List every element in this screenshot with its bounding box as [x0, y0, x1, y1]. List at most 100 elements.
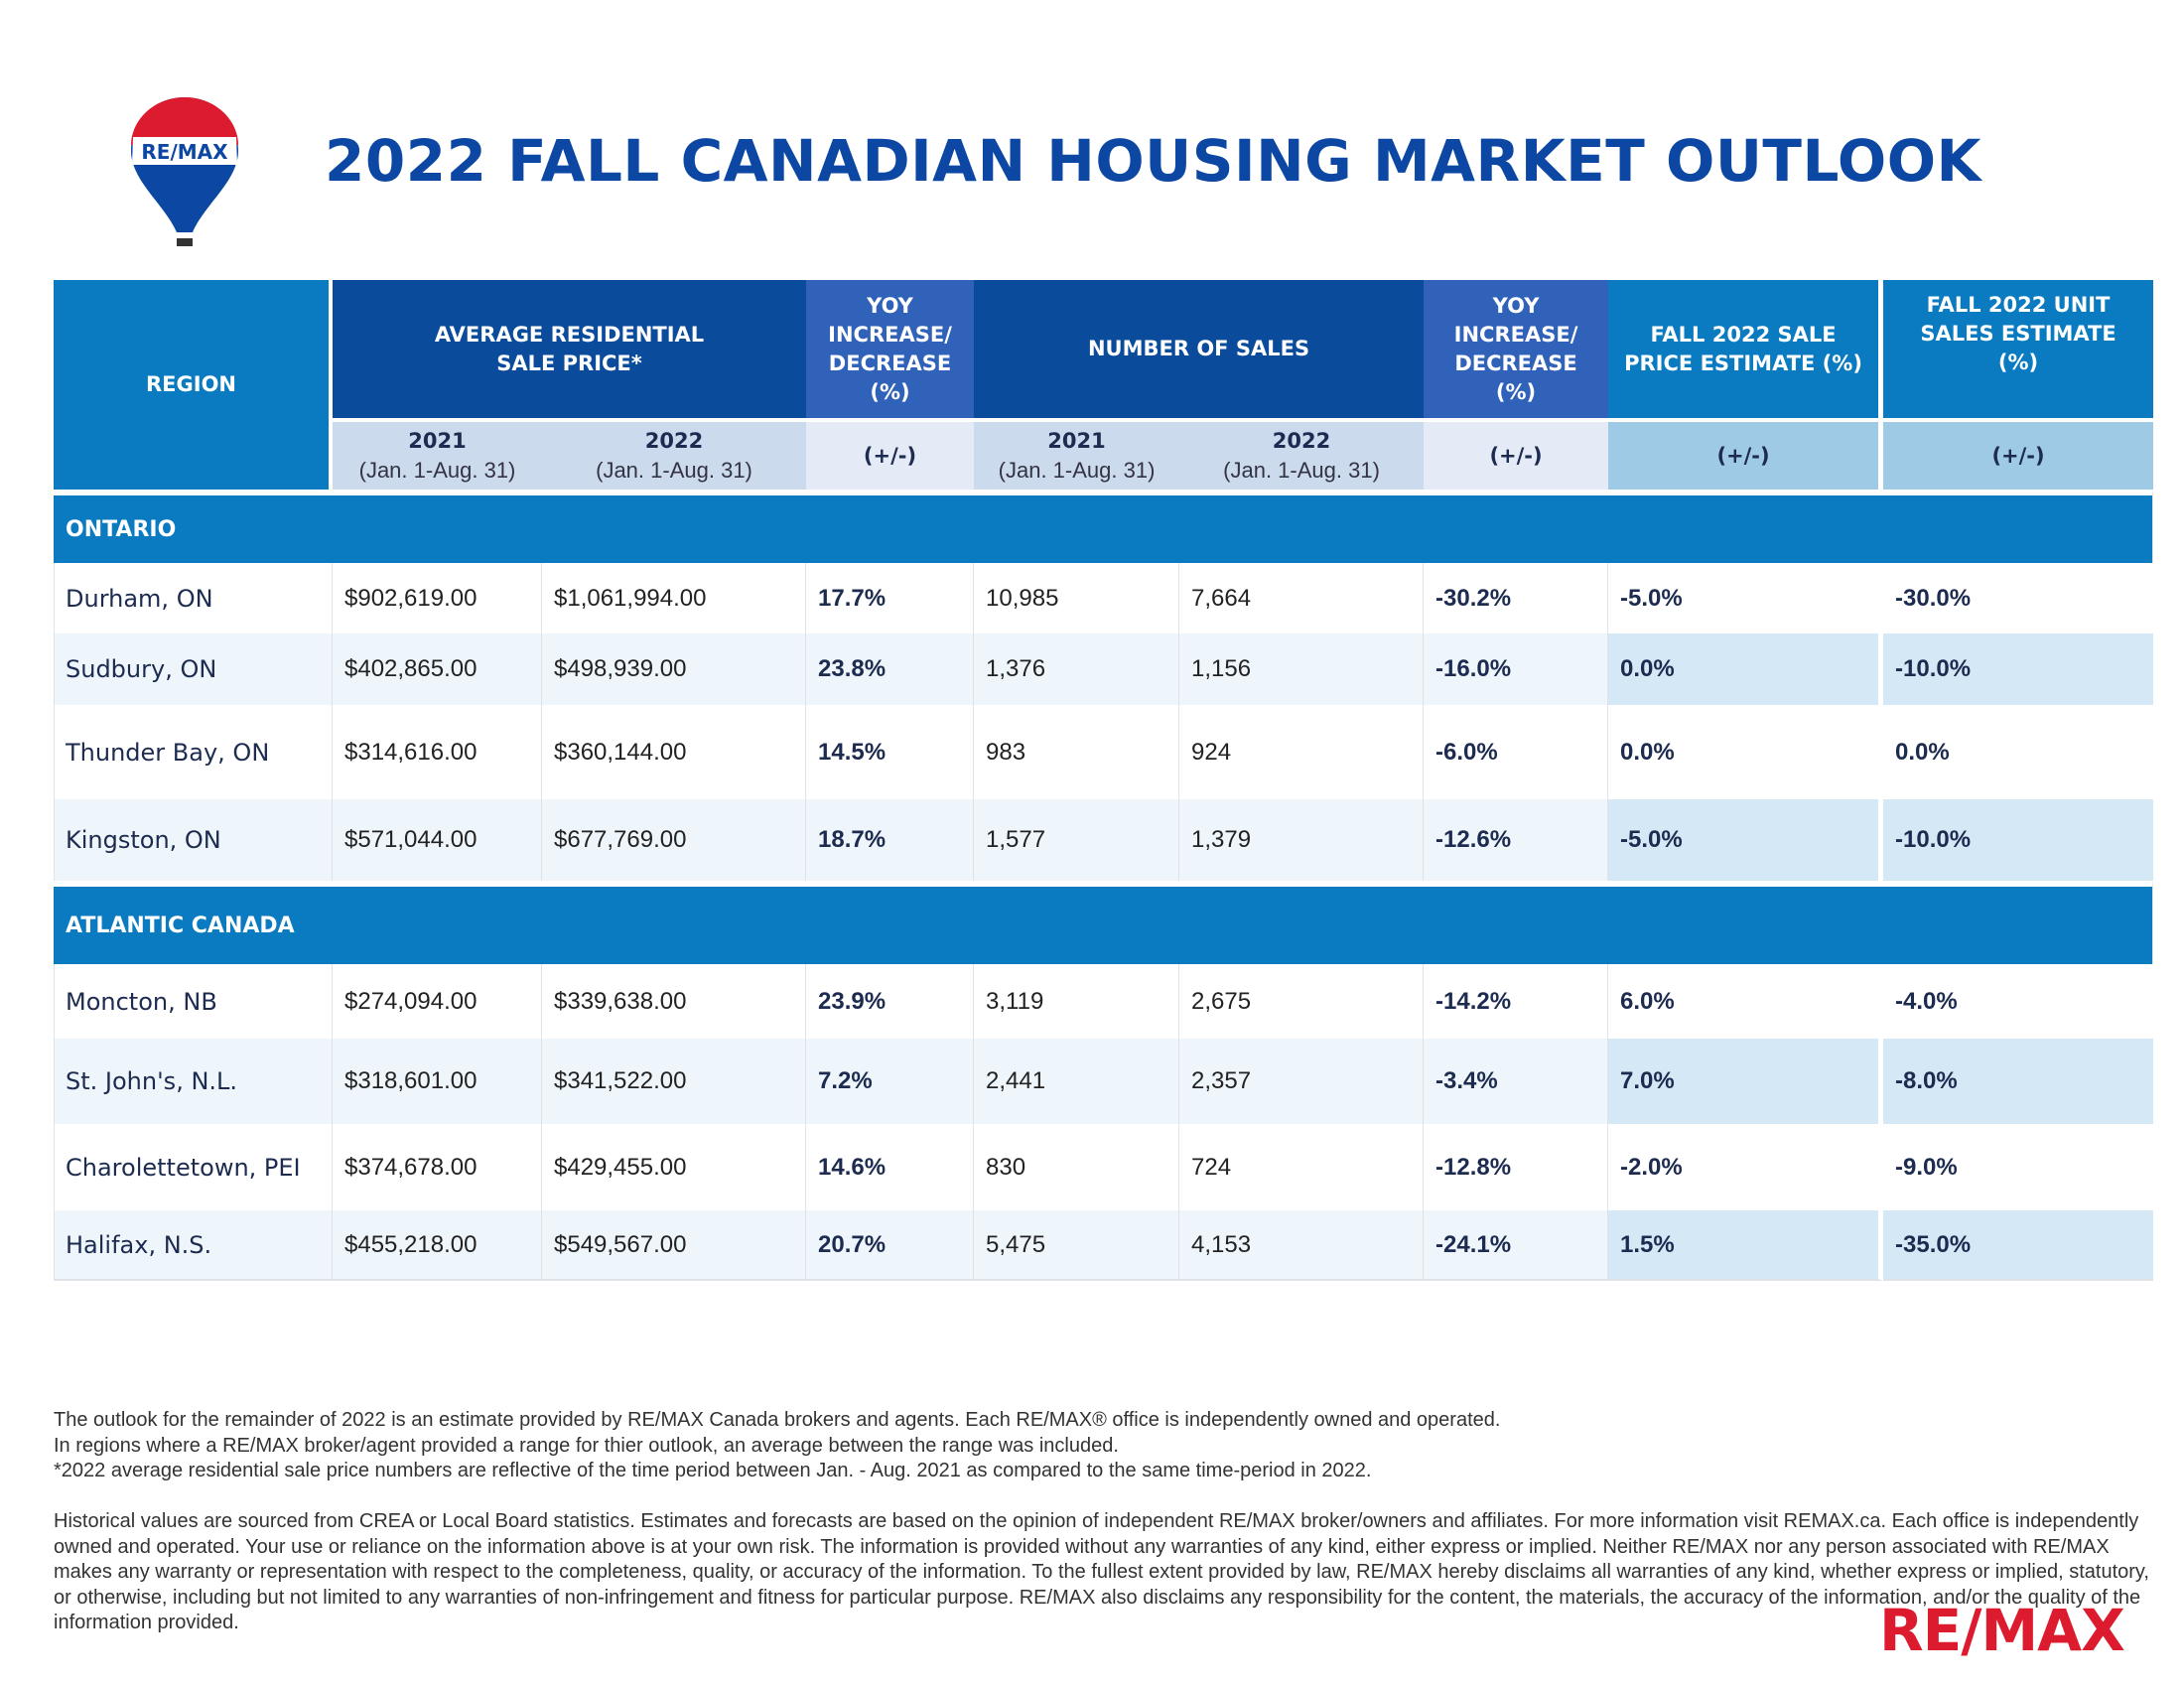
cell-pyoy: 14.6% [806, 1124, 975, 1210]
table-row: Halifax, N.S. $455,218.00 $549,567.00 20.7%… [54, 1210, 2154, 1281]
svg-text:RE/MAX: RE/MAX [141, 140, 228, 164]
footnote: The outlook for the remainder of 2022 is… [54, 1409, 1501, 1431]
cell-region: Halifax, N.S. [54, 1210, 333, 1281]
cell-s2022: 7,664 [1179, 563, 1425, 633]
disclaimer: Historical values are sourced from CREA … [54, 1510, 2149, 1633]
period-label: (Jan. 1-Aug. 31) [998, 458, 1156, 483]
table-row: Sudbury, ON $402,865.00 $498,939.00 23.8% 1,… [54, 633, 2154, 705]
table-row: Durham, ON $902,619.00 $1,061,994.00 17.7% 1… [54, 563, 2153, 633]
cell-p2022: $341,522.00 [542, 1039, 807, 1124]
cell-pyoy: 20.7% [806, 1210, 975, 1281]
cell-s2022: 2,357 [1179, 1039, 1425, 1124]
table-row: St. John's, N.L. $318,601.00 $341,522.00 7.… [54, 1039, 2154, 1124]
cell-syoy: -30.2% [1424, 563, 1609, 633]
cell-region: Sudbury, ON [54, 633, 333, 705]
cell-p2021: $374,678.00 [333, 1124, 542, 1210]
period-label: (Jan. 1-Aug. 31) [596, 458, 752, 483]
cell-fprice: -5.0% [1608, 563, 1884, 633]
cell-funits: -10.0% [1883, 633, 2154, 705]
section-title: ONTARIO [54, 490, 2154, 563]
cell-pyoy: 23.8% [806, 633, 975, 705]
table-row: Moncton, NB $274,094.00 $339,638.00 23.9% 3,… [54, 964, 2153, 1039]
year-label: 2022 [644, 429, 704, 453]
cell-funits: -4.0% [1895, 987, 1958, 1015]
housing-outlook-table: REGION AVERAGE RESIDENTIAL SALE PRICE* Y… [54, 280, 2154, 1281]
cell-syoy: -3.4% [1424, 1039, 1609, 1124]
header-fall-units: FALL 2022 UNIT SALES ESTIMATE (%) [1883, 280, 2154, 418]
header-avg-price: AVERAGE RESIDENTIAL SALE PRICE* [333, 280, 807, 418]
period-label: (Jan. 1-Aug. 31) [1223, 458, 1380, 483]
cell-p2021: $402,865.00 [333, 633, 542, 705]
header-price-yoy: YOY INCREASE/ DECREASE (%) [806, 280, 975, 418]
cell-funits: -35.0% [1883, 1210, 2154, 1281]
cell-s2022: 724 [1179, 1124, 1425, 1210]
cell-s2021: 1,376 [974, 633, 1180, 705]
cell-s2022: 1,379 [1179, 799, 1425, 881]
cell-funits: -30.0% [1895, 584, 1972, 612]
cell-s2021: 830 [974, 1124, 1180, 1210]
subheader-price-yoy: (+/-) [806, 418, 975, 490]
cell-p2022: $549,567.00 [542, 1210, 807, 1281]
subheader-price-2021: 2021 (Jan. 1-Aug. 31) [333, 418, 542, 490]
year-label: 2022 [1272, 429, 1331, 453]
cell-pyoy: 17.7% [806, 563, 975, 633]
cell-pyoy: 18.7% [806, 799, 975, 881]
page-title: 2022 FALL CANADIAN HOUSING MARKET OUTLOO… [325, 127, 1981, 195]
cell-fprice: -2.0% [1608, 1124, 1884, 1210]
cell-fprice: 0.0% [1608, 633, 1884, 705]
cell-p2021: $902,619.00 [333, 563, 542, 633]
cell-syoy: -24.1% [1424, 1210, 1609, 1281]
cell-s2021: 3,119 [974, 964, 1180, 1039]
cell-syoy: -12.6% [1424, 799, 1609, 881]
section-band: ONTARIO [54, 490, 2154, 563]
cell-p2021: $274,094.00 [333, 964, 542, 1039]
cell-region: Charolettetown, PEI [54, 1124, 333, 1210]
cell-region: Durham, ON [54, 563, 333, 633]
header-sales-yoy: YOY INCREASE/ DECREASE (%) [1424, 280, 1609, 418]
remax-logo: RE/MAX [1879, 1597, 2125, 1664]
subheader-sales-2021: 2021 (Jan. 1-Aug. 31) [974, 418, 1180, 490]
footnote: *2022 average residential sale price num… [54, 1460, 1372, 1481]
cell-s2021: 2,441 [974, 1039, 1180, 1124]
cell-p2021: $314,616.00 [333, 705, 542, 799]
period-label: (Jan. 1-Aug. 31) [358, 458, 516, 483]
cell-funits: -9.0% [1895, 1153, 1958, 1181]
cell-p2022: $498,939.00 [542, 633, 807, 705]
cell-syoy: -14.2% [1424, 964, 1609, 1039]
cell-syoy: -16.0% [1424, 633, 1609, 705]
cell-region: Kingston, ON [54, 799, 333, 881]
cell-s2021: 983 [974, 705, 1180, 799]
header-fall-price: FALL 2022 SALE PRICE ESTIMATE (%) [1608, 280, 1884, 418]
cell-fprice: 1.5% [1608, 1210, 1884, 1281]
cell-syoy: -6.0% [1424, 705, 1609, 799]
cell-s2022: 2,675 [1179, 964, 1425, 1039]
cell-s2022: 4,153 [1179, 1210, 1425, 1281]
table-row: Charolettetown, PEI $374,678.00 $429,455.0… [54, 1124, 2153, 1210]
section-band: ATLANTIC CANADA [54, 881, 2154, 964]
header-region: REGION [54, 280, 333, 490]
cell-syoy: -12.8% [1424, 1124, 1609, 1210]
cell-region: St. John's, N.L. [54, 1039, 333, 1124]
cell-p2021: $571,044.00 [333, 799, 542, 881]
cell-p2022: $429,455.00 [542, 1124, 807, 1210]
cell-s2022: 1,156 [1179, 633, 1425, 705]
subheader-fall-units: (+/-) [1883, 418, 2154, 490]
cell-pyoy: 23.9% [806, 964, 975, 1039]
footnote: In regions where a RE/MAX broker/agent p… [54, 1434, 1119, 1457]
cell-s2022: 924 [1179, 705, 1425, 799]
section-title: ATLANTIC CANADA [54, 881, 2154, 964]
cell-p2022: $339,638.00 [542, 964, 807, 1039]
cell-p2022: $677,769.00 [542, 799, 807, 881]
footnotes: The outlook for the remainder of 2022 is… [54, 1408, 2158, 1484]
cell-fprice: 0.0% [1608, 705, 1884, 799]
cell-p2022: $1,061,994.00 [542, 563, 807, 633]
table-row: Kingston, ON $571,044.00 $677,769.00 18.7% 1… [54, 799, 2154, 881]
cell-s2021: 5,475 [974, 1210, 1180, 1281]
year-label: 2021 [1047, 429, 1106, 453]
cell-region: Thunder Bay, ON [54, 705, 333, 799]
remax-balloon-logo: RE/MAX [131, 97, 238, 246]
cell-fprice: -5.0% [1608, 799, 1884, 881]
cell-funits: 0.0% [1895, 738, 1950, 766]
subheader-fall-price: (+/-) [1608, 418, 1884, 490]
cell-pyoy: 7.2% [806, 1039, 975, 1124]
